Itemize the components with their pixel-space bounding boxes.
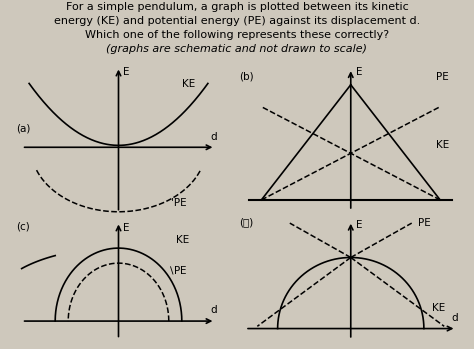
Text: d: d — [210, 132, 217, 142]
Text: KE: KE — [436, 140, 449, 150]
Text: d: d — [210, 305, 217, 315]
Text: E: E — [356, 220, 362, 230]
Text: Which one of the following represents these correctly?: Which one of the following represents th… — [85, 30, 389, 40]
Text: KE: KE — [182, 79, 195, 89]
Text: (graphs are schematic and not drawn to scale): (graphs are schematic and not drawn to s… — [107, 44, 367, 54]
Text: PE: PE — [418, 218, 430, 228]
Text: energy (KE) and potential energy (PE) against its displacement d.: energy (KE) and potential energy (PE) ag… — [54, 16, 420, 26]
Text: 'PE: 'PE — [171, 198, 186, 208]
Text: KE: KE — [176, 235, 190, 245]
Text: For a simple pendulum, a graph is plotted between its kinetic: For a simple pendulum, a graph is plotte… — [65, 2, 409, 12]
Text: d: d — [451, 313, 458, 323]
Text: (a): (a) — [16, 124, 30, 134]
Text: $\setminus$PE: $\setminus$PE — [167, 265, 188, 277]
Text: E: E — [356, 67, 362, 77]
Text: (b): (b) — [239, 71, 254, 81]
Text: KE: KE — [432, 303, 445, 313]
Text: E: E — [123, 67, 129, 77]
Text: (ⓓ): (ⓓ) — [239, 217, 253, 227]
Text: E: E — [123, 223, 129, 233]
Text: (c): (c) — [16, 222, 30, 231]
Text: PE: PE — [436, 72, 449, 82]
